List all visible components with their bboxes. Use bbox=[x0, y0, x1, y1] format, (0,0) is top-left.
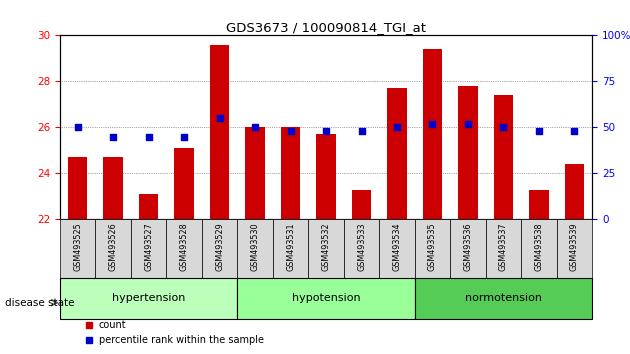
Text: GSM493526: GSM493526 bbox=[108, 222, 118, 271]
Bar bbox=[238, 219, 273, 278]
Bar bbox=[415, 278, 592, 319]
Text: GSM493535: GSM493535 bbox=[428, 222, 437, 271]
Text: hypertension: hypertension bbox=[112, 293, 185, 303]
Point bbox=[179, 134, 189, 139]
Bar bbox=[344, 219, 379, 278]
Point bbox=[72, 125, 83, 130]
Point bbox=[357, 128, 367, 134]
Bar bbox=[245, 127, 265, 219]
Point bbox=[321, 128, 331, 134]
Bar bbox=[139, 194, 158, 219]
Point bbox=[498, 125, 508, 130]
Bar bbox=[281, 127, 301, 219]
Text: GSM493533: GSM493533 bbox=[357, 222, 366, 271]
Bar bbox=[166, 219, 202, 278]
Text: GSM493531: GSM493531 bbox=[286, 222, 295, 271]
Text: disease state: disease state bbox=[5, 298, 74, 308]
Bar bbox=[529, 190, 549, 219]
Bar bbox=[486, 219, 521, 278]
Bar bbox=[210, 45, 229, 219]
Bar bbox=[273, 219, 308, 278]
Point bbox=[214, 115, 224, 121]
Point bbox=[108, 134, 118, 139]
Bar bbox=[564, 164, 584, 219]
Point bbox=[463, 121, 473, 127]
Bar bbox=[352, 190, 371, 219]
Bar bbox=[95, 219, 131, 278]
Bar bbox=[450, 219, 486, 278]
Bar bbox=[60, 278, 238, 319]
Bar bbox=[423, 49, 442, 219]
Bar bbox=[316, 135, 336, 219]
Text: GSM493538: GSM493538 bbox=[534, 222, 544, 271]
Text: GSM493529: GSM493529 bbox=[215, 222, 224, 271]
Point bbox=[570, 128, 580, 134]
Bar bbox=[238, 278, 415, 319]
Bar bbox=[494, 95, 513, 219]
Legend: count, percentile rank within the sample: count, percentile rank within the sample bbox=[81, 316, 268, 349]
Bar bbox=[387, 88, 407, 219]
Text: GSM493534: GSM493534 bbox=[392, 222, 401, 271]
Bar bbox=[60, 219, 95, 278]
Text: GSM493530: GSM493530 bbox=[251, 222, 260, 271]
Text: GSM493539: GSM493539 bbox=[570, 222, 579, 271]
Bar bbox=[202, 219, 238, 278]
Point bbox=[250, 125, 260, 130]
Text: GSM493537: GSM493537 bbox=[499, 222, 508, 271]
Text: hypotension: hypotension bbox=[292, 293, 360, 303]
Bar bbox=[458, 86, 478, 219]
Text: GSM493525: GSM493525 bbox=[73, 222, 82, 271]
Text: GSM493536: GSM493536 bbox=[464, 222, 472, 271]
Bar bbox=[131, 219, 166, 278]
Point bbox=[534, 128, 544, 134]
Bar bbox=[68, 158, 88, 219]
Text: GSM493527: GSM493527 bbox=[144, 222, 153, 271]
Bar bbox=[521, 219, 557, 278]
Text: GSM493528: GSM493528 bbox=[180, 222, 188, 271]
Point bbox=[427, 121, 437, 127]
Bar bbox=[103, 158, 123, 219]
Text: normotension: normotension bbox=[465, 293, 542, 303]
Point bbox=[285, 128, 295, 134]
Title: GDS3673 / 100090814_TGI_at: GDS3673 / 100090814_TGI_at bbox=[226, 21, 426, 34]
Point bbox=[144, 134, 154, 139]
Bar bbox=[379, 219, 415, 278]
Bar bbox=[308, 219, 344, 278]
Point bbox=[392, 125, 402, 130]
Text: GSM493532: GSM493532 bbox=[321, 222, 331, 271]
Bar bbox=[175, 148, 194, 219]
Bar bbox=[415, 219, 450, 278]
Bar bbox=[557, 219, 592, 278]
